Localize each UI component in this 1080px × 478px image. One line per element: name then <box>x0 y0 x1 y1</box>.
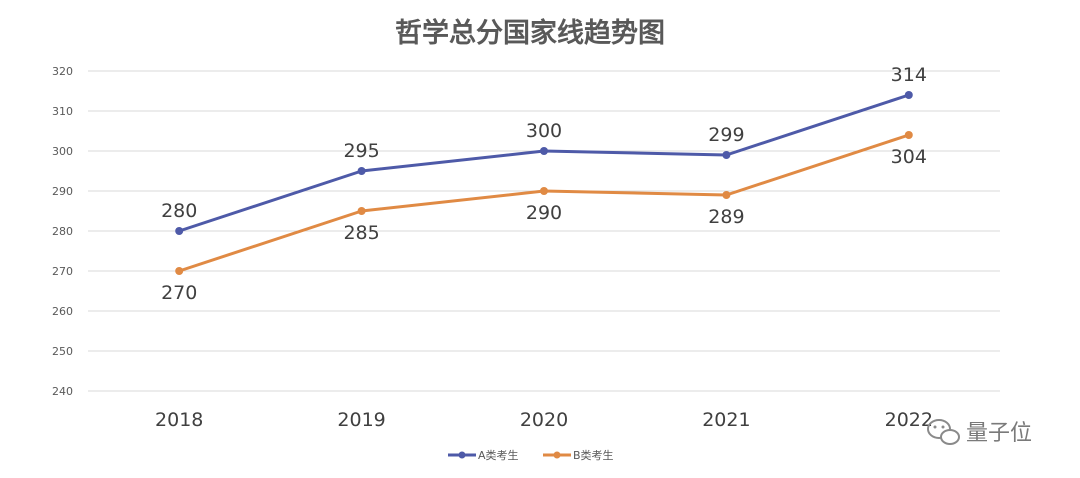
x-tick-label: 2018 <box>155 409 203 431</box>
legend-marker <box>553 451 561 459</box>
wechat-icon <box>927 419 960 445</box>
data-label: 289 <box>708 206 744 228</box>
x-axis-ticks: 2018 2019 2020 2021 2022 <box>155 409 933 431</box>
data-point <box>904 131 913 139</box>
data-point <box>175 267 184 275</box>
y-tick-label: 270 <box>52 265 73 278</box>
y-tick-label: 240 <box>52 385 73 398</box>
data-label: 299 <box>708 124 744 146</box>
y-tick-label: 300 <box>52 145 73 158</box>
data-point <box>722 191 731 199</box>
x-tick-label: 2021 <box>702 409 750 431</box>
gridlines <box>88 70 1000 392</box>
x-tick-label: 2022 <box>885 409 933 431</box>
y-tick-label: 280 <box>52 225 73 238</box>
y-tick-label: 290 <box>52 185 73 198</box>
legend-label: A类考生 <box>478 448 519 462</box>
data-labels: 280 295 300 299 314 270 285 290 289 304 <box>161 64 927 304</box>
data-point <box>175 227 184 235</box>
y-tick-label: 310 <box>52 105 73 118</box>
data-label: 304 <box>891 146 927 168</box>
data-point <box>357 167 366 175</box>
data-point <box>357 207 366 215</box>
data-label: 295 <box>343 140 379 162</box>
data-point <box>540 187 548 195</box>
data-label: 280 <box>161 200 197 222</box>
y-tick-label: 320 <box>52 65 73 78</box>
data-label: 285 <box>343 222 379 244</box>
legend: A类考生 B类考生 <box>448 448 614 462</box>
data-label: 300 <box>526 120 562 142</box>
watermark: 量子位 <box>927 419 1032 446</box>
y-axis-ticks: 240 250 260 270 280 290 300 310 320 <box>52 65 73 398</box>
data-point <box>722 151 731 159</box>
data-label: 290 <box>526 202 562 224</box>
legend-label: B类考生 <box>573 448 614 462</box>
x-tick-label: 2019 <box>337 409 385 431</box>
watermark-text: 量子位 <box>966 421 1032 446</box>
legend-marker <box>458 451 466 459</box>
data-label: 314 <box>891 64 927 86</box>
y-tick-label: 250 <box>52 345 73 358</box>
series-lines <box>175 91 913 275</box>
data-point <box>540 147 548 155</box>
x-tick-label: 2020 <box>520 409 568 431</box>
chart-title: 哲学总分国家线趋势图 <box>395 17 665 49</box>
data-label: 270 <box>161 282 197 304</box>
data-point <box>904 91 913 99</box>
y-tick-label: 260 <box>52 305 73 318</box>
